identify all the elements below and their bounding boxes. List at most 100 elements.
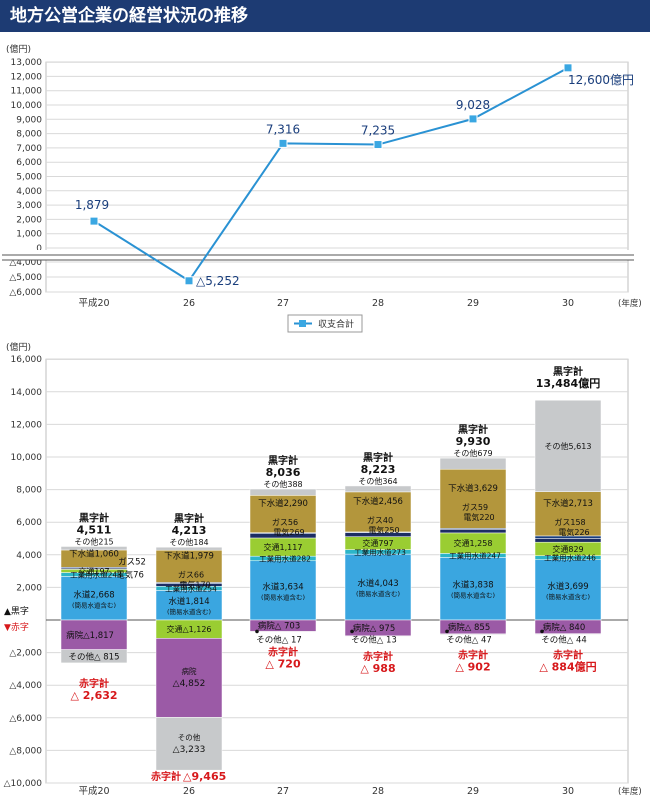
segment-label: 工業用水道273 <box>354 547 406 557</box>
surplus-total-value: 8,036 <box>266 466 301 479</box>
y-tick-label: 16,000 <box>11 355 43 365</box>
segment-label: 工業用水道247 <box>449 550 501 560</box>
segment-label: 電気220 <box>463 512 494 522</box>
segment-label: 水道4,043 <box>357 578 398 589</box>
data-point <box>563 63 573 73</box>
y-tick-label: △10,000 <box>4 779 43 789</box>
segment-label: ガス52 <box>118 557 146 568</box>
segment-label: (簡易水道含む) <box>72 600 116 609</box>
segment-label: 水道1,814 <box>168 596 209 607</box>
bar-segment-deficit-other <box>155 717 223 771</box>
segment-label: 工業用水道243 <box>70 570 122 580</box>
stacked-bar-chart-by-business: (億円) 16,000 14,000 12,000 10,000 8,000 6,000 4,… <box>4 342 642 797</box>
x-tick-label: 28 <box>372 298 384 309</box>
y-unit-label: (億円) <box>6 43 31 55</box>
segment-label: 交通829 <box>552 544 583 554</box>
segment-label: 下水道1,060 <box>69 549 119 560</box>
bar-segment-sewer <box>439 468 507 529</box>
x-tick-label: 29 <box>467 786 479 797</box>
page-title: 地方公営企業の経営状況の推移 <box>0 0 650 32</box>
data-point <box>184 276 194 286</box>
y-tick-label: 4,000 <box>16 187 42 197</box>
bar-segment-water <box>344 553 412 621</box>
surplus-total-title: 黒字計 <box>458 423 488 436</box>
segment-label: 工業用水道254 <box>165 583 217 593</box>
segment-label: 水道2,668 <box>73 589 114 600</box>
segment-label: 電気170 <box>179 579 210 589</box>
y-tick-label: △2,000 <box>9 649 42 659</box>
segment-label: 水道3,634 <box>262 581 303 592</box>
bar-segment-other <box>344 485 412 493</box>
segment-label: 水道3,838 <box>452 580 493 591</box>
segment-label: 工業用水道246 <box>544 553 596 563</box>
segment-label: (簡易水道含む) <box>356 589 400 598</box>
segment-label: 電気76 <box>116 570 144 581</box>
bar-segment-other <box>155 546 223 551</box>
segment-label: (簡易水道含む) <box>546 592 590 601</box>
segment-label: 病院△ 975 <box>353 623 395 634</box>
data-point <box>468 114 478 124</box>
segment-label: その他 <box>178 732 201 742</box>
data-label: 9,028 <box>456 98 490 112</box>
bar-segment-water <box>249 560 317 621</box>
x-tick-label: 平成20 <box>78 297 109 309</box>
segment-label: その他679 <box>453 448 492 458</box>
zero-legend-surplus: ▲黒字 <box>4 605 29 617</box>
bar-segment-deficit-other <box>439 633 507 635</box>
surplus-total-title: 黒字計 <box>268 454 298 467</box>
segment-label: その他5,613 <box>545 441 592 451</box>
bar-segment-water <box>60 576 128 621</box>
bar-segment-other <box>60 546 128 551</box>
y-tick-label: 3,000 <box>16 201 42 211</box>
segment-label: 病院△ 855 <box>448 622 490 633</box>
x-tick-label: 26 <box>183 786 195 797</box>
x-tick-label: 30 <box>562 786 574 797</box>
y-tick-label: 2,000 <box>16 215 42 225</box>
data-label: 7,235 <box>361 124 395 138</box>
x-tick-label: 平成20 <box>78 785 109 797</box>
x-tick-label: 29 <box>467 298 479 309</box>
y-tick-label: 1,000 <box>16 230 42 240</box>
segment-label: 病院△1,817 <box>66 630 114 641</box>
x-tick-label: 27 <box>277 786 289 797</box>
segment-label: その他△ 17 <box>256 634 302 645</box>
segment-label: その他△ 44 <box>541 634 587 645</box>
segment-label: その他364 <box>358 476 397 486</box>
deficit-total-value: △ 902 <box>455 661 490 674</box>
line-chart-total-balance: (億円) 13,000 12,000 11,000 10,000 9,000 8,000 7,… <box>2 43 642 333</box>
surplus-total-value: 4,511 <box>77 523 112 536</box>
surplus-total-title: 黒字計 <box>553 365 583 378</box>
y-tick-label: 8,000 <box>16 486 42 496</box>
deficit-total-title: 赤字計 <box>553 648 583 661</box>
segment-label: 下水道1,979 <box>164 550 214 561</box>
series-line-total <box>93 66 569 283</box>
deficit-total-value: △ 2,632 <box>70 689 117 702</box>
y-tick-label: 10,000 <box>11 453 43 463</box>
y-tick-label: 14,000 <box>11 388 43 398</box>
deficit-total-title: 赤字計 <box>363 650 393 663</box>
segment-label: (簡易水道含む) <box>167 607 211 616</box>
leader-dot <box>540 629 544 634</box>
bar-segment-deficit-other <box>344 635 412 637</box>
segment-label: (簡易水道含む) <box>261 592 305 601</box>
legend-box <box>287 314 363 333</box>
deficit-total-value: △ 720 <box>265 658 301 671</box>
bar-segment-other <box>534 399 602 492</box>
bar-segment-deficit-hospital <box>155 638 223 718</box>
data-point <box>373 140 383 150</box>
surplus-total-title: 黒字計 <box>79 511 109 524</box>
y-tick-label: △4,000 <box>9 258 42 268</box>
y-tick-label: △6,000 <box>9 714 42 724</box>
legend-marker <box>299 320 306 327</box>
deficit-total-value: △ 988 <box>360 662 395 675</box>
data-label: 1,879 <box>75 198 109 212</box>
segment-label: △4,852 <box>173 679 206 689</box>
segment-label: その他215 <box>74 536 113 546</box>
plot-area <box>45 358 629 784</box>
y-unit-label: (億円) <box>6 342 31 353</box>
bar-segment-electric <box>534 538 602 543</box>
x-unit-label: (年度) <box>618 298 642 309</box>
y-tick-label: 13,000 <box>11 58 43 68</box>
y-tick-label: 6,000 <box>16 518 42 528</box>
y-tick-label: 12,000 <box>11 420 43 430</box>
